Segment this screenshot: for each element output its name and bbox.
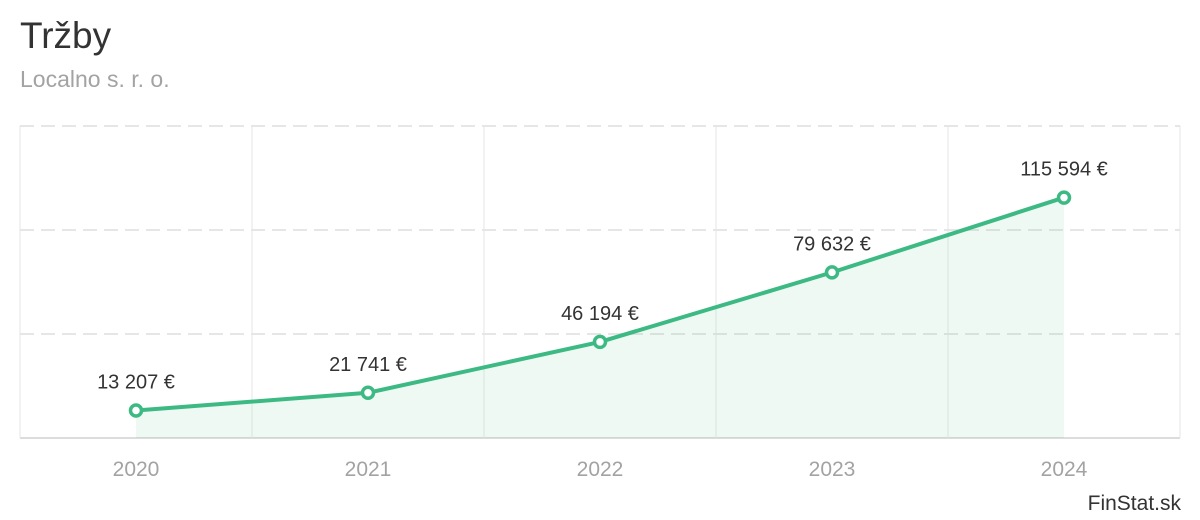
label-layer: 13 207 € 21 741 € 46 194 € 79 632 € 115 594 … xyxy=(97,159,1108,394)
credit-text[interactable]: FinStat.sk xyxy=(1087,492,1181,515)
data-label: 115 594 € xyxy=(1020,159,1108,181)
x-tick-label: 2023 xyxy=(809,458,856,481)
data-label: 13 207 € xyxy=(97,372,175,394)
x-tick-label: 2021 xyxy=(345,458,392,481)
data-point[interactable] xyxy=(1056,190,1072,205)
data-point[interactable] xyxy=(592,334,608,350)
x-tick-label: 2024 xyxy=(1041,458,1088,481)
chart-subtitle: Localno s. r. o. xyxy=(20,66,170,92)
x-axis: 2020 2021 2022 2023 2024 xyxy=(113,458,1088,481)
x-tick-label: 2022 xyxy=(577,458,624,481)
grid-layer xyxy=(19,125,1181,439)
data-label: 46 194 € xyxy=(561,303,639,325)
data-point[interactable] xyxy=(360,385,376,401)
marker-layer xyxy=(128,190,1072,418)
series-area xyxy=(136,197,1064,438)
x-tick-label: 2020 xyxy=(113,458,160,481)
data-point[interactable] xyxy=(128,403,144,418)
data-label: 21 741 € xyxy=(329,354,407,376)
chart-title: Tržby xyxy=(20,15,112,56)
data-label: 79 632 € xyxy=(793,233,871,255)
data-point[interactable] xyxy=(824,265,840,280)
